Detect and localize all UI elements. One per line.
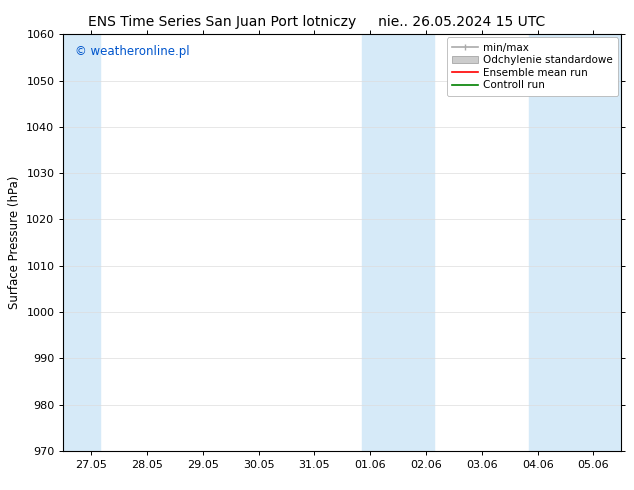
Bar [63, 34, 100, 451]
Legend: min/max, Odchylenie standardowe, Ensemble mean run, Controll run: min/max, Odchylenie standardowe, Ensembl… [447, 37, 618, 96]
Bar [362, 34, 398, 451]
Y-axis label: Surface Pressure (hPa): Surface Pressure (hPa) [8, 176, 21, 309]
Text: ENS Time Series San Juan Port lotniczy     nie.. 26.05.2024 15 UTC: ENS Time Series San Juan Port lotniczy n… [88, 15, 546, 29]
Text: © weatheronline.pl: © weatheronline.pl [75, 45, 189, 58]
Bar [566, 34, 621, 451]
Bar [398, 34, 434, 451]
Bar [529, 34, 566, 451]
